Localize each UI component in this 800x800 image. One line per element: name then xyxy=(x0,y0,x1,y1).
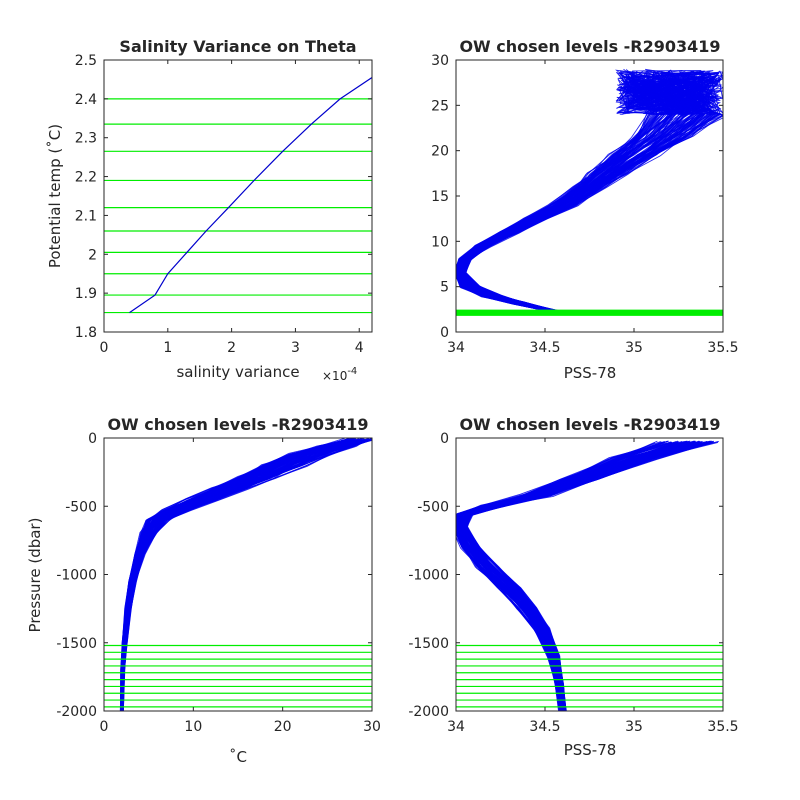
y-tick-label: 2.2 xyxy=(75,170,97,186)
profile-line xyxy=(456,71,720,313)
x-tick-label: 34 xyxy=(447,340,465,356)
profile-line xyxy=(459,70,716,311)
panel-2-title: OW chosen levels -R2903419 xyxy=(459,37,720,56)
y-tick-label: -1000 xyxy=(56,568,97,584)
y-tick-label: 2.3 xyxy=(75,131,97,147)
plot-area xyxy=(456,68,723,316)
x-tick-label: 35 xyxy=(625,340,643,356)
y-tick-label: 2 xyxy=(88,247,97,263)
panel-1-x-exponent: ×10-4 xyxy=(322,366,357,383)
panel-4-title: OW chosen levels -R2903419 xyxy=(459,415,720,434)
y-tick-label: 10 xyxy=(431,234,449,250)
y-tick-label: -1000 xyxy=(408,568,449,584)
panel-3-title: OW chosen levels -R2903419 xyxy=(107,415,368,434)
y-tick-label: 30 xyxy=(431,53,449,69)
y-tick-label: 0 xyxy=(440,325,449,341)
panel-1-xlabel: salinity variance xyxy=(176,363,299,381)
panel-salinity-pressure: OW chosen levels -R2903419 PSS-78 34 34.5… xyxy=(408,415,738,759)
panel-3-xlabel: ˚C xyxy=(229,748,247,766)
y-tick-label: -1500 xyxy=(56,636,97,652)
profile-line xyxy=(456,70,707,313)
profile-line xyxy=(121,439,358,711)
x-tick-label: 1 xyxy=(163,340,172,356)
y-tick-label: -500 xyxy=(417,499,449,515)
profile-line xyxy=(463,441,701,711)
x-tick-label: 2 xyxy=(227,340,236,356)
panel-salinity-theta: OW chosen levels -R2903419 PSS-78 34 34.5… xyxy=(431,37,738,382)
profile-line xyxy=(460,79,714,311)
y-tick-label: -1500 xyxy=(408,636,449,652)
x-tick-label: 10 xyxy=(184,719,202,735)
profile-line xyxy=(465,442,713,711)
profile-line xyxy=(121,438,353,711)
y-tick-label: 15 xyxy=(431,189,449,205)
panel-1-title: Salinity Variance on Theta xyxy=(119,37,356,56)
plot-area xyxy=(104,77,372,314)
x-tick-label: 35.5 xyxy=(707,340,738,356)
y-tick-label: 2.5 xyxy=(75,53,97,69)
x-tick-label: 35 xyxy=(625,719,643,735)
y-tick-label: 25 xyxy=(431,98,449,114)
y-tick-label: 20 xyxy=(431,144,449,160)
panel-3-ylabel: Pressure (dbar) xyxy=(26,518,44,633)
panel-1-x-exponent-power: -4 xyxy=(347,366,357,377)
panel-2-xlabel: PSS-78 xyxy=(564,364,617,382)
y-tick-label: 2.4 xyxy=(75,92,97,108)
panel-temperature-pressure: OW chosen levels -R2903419 ˚C Pressure (… xyxy=(26,415,381,766)
profile-line xyxy=(120,439,349,711)
series-line xyxy=(129,77,372,314)
x-tick-label: 0 xyxy=(100,340,109,356)
y-tick-label: 5 xyxy=(440,280,449,296)
x-tick-label: 0 xyxy=(100,719,109,735)
panel-1-ylabel: Potential temp (˚C) xyxy=(46,124,64,268)
y-tick-label: 0 xyxy=(440,431,449,447)
x-tick-label: 3 xyxy=(291,340,300,356)
y-tick-label: 0 xyxy=(88,431,97,447)
y-tick-label: -2000 xyxy=(56,704,97,720)
x-tick-label: 34.5 xyxy=(529,719,560,735)
y-tick-label: 1.8 xyxy=(75,325,97,341)
x-tick-label: 20 xyxy=(274,719,292,735)
plot-area xyxy=(104,438,372,711)
profile-line xyxy=(122,439,372,711)
profile-line xyxy=(459,88,716,312)
profile-line xyxy=(121,438,365,711)
profile-line xyxy=(456,442,685,711)
x-tick-label: 34 xyxy=(447,719,465,735)
y-tick-label: -500 xyxy=(65,499,97,515)
x-tick-label: 4 xyxy=(355,340,364,356)
y-tick-label: 1.9 xyxy=(75,286,97,302)
profile-line xyxy=(456,442,664,711)
profile-line xyxy=(458,69,690,313)
profile-line xyxy=(120,439,350,711)
panel-salinity-variance: Salinity Variance on Theta salinity vari… xyxy=(46,37,373,383)
x-tick-label: 34.5 xyxy=(529,340,560,356)
plot-area xyxy=(456,440,723,711)
profile-line xyxy=(119,438,346,711)
panel-1-x-exponent-base: ×10 xyxy=(322,369,347,383)
axes-frame xyxy=(103,59,373,333)
panel-4-xlabel: PSS-78 xyxy=(564,741,617,759)
x-tick-label: 35.5 xyxy=(707,719,738,735)
y-tick-label: 2.1 xyxy=(75,208,97,224)
x-tick-label: 30 xyxy=(363,719,381,735)
y-tick-label: -2000 xyxy=(408,704,449,720)
profile-line xyxy=(456,73,705,312)
